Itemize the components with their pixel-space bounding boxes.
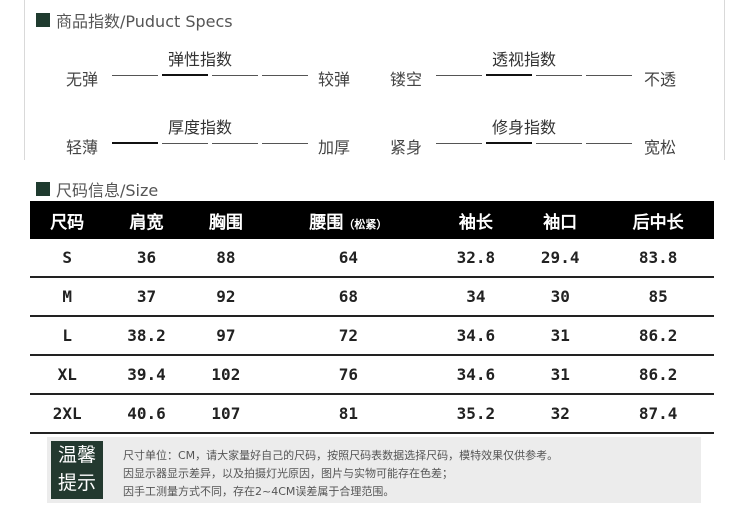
table-cell: 72 xyxy=(263,316,434,356)
scale-right-label: 不透 xyxy=(644,70,677,89)
table-cell: XL xyxy=(30,355,105,395)
table-cell: 102 xyxy=(188,355,264,395)
scale-segment xyxy=(162,143,208,144)
table-cell: S xyxy=(30,239,105,278)
scale-left-label: 紧身 xyxy=(390,138,423,157)
scale-segment xyxy=(536,75,582,76)
header-size: 尺码 xyxy=(30,201,105,239)
specs-section-header: 商品指数/Puduct Specs xyxy=(36,8,233,32)
table-cell: 35.2 xyxy=(433,394,519,434)
scale-segment xyxy=(436,75,482,76)
scale-name: 厚度指数 xyxy=(168,118,233,137)
scale-right-label: 加厚 xyxy=(318,138,351,157)
table-cell: 68 xyxy=(263,277,434,317)
table-cell: 29.4 xyxy=(518,239,603,278)
table-cell: 97 xyxy=(188,316,264,356)
size-table-header-row: 尺码 肩宽 胸围 腰围（松紧） 袖长 袖口 后中长 xyxy=(30,201,714,239)
fit-scale: 修身指数 紧身 宽松 xyxy=(390,114,690,164)
table-cell: 85 xyxy=(602,277,714,317)
table-cell: 31 xyxy=(518,316,603,356)
table-cell: 76 xyxy=(263,355,434,395)
table-cell: 36 xyxy=(104,239,189,278)
table-row: M 37 92 68 34 30 85 xyxy=(30,277,714,317)
scale-left-label: 无弹 xyxy=(66,70,99,89)
table-cell: 40.6 xyxy=(104,394,189,434)
table-row: S 36 88 64 32.8 29.4 83.8 xyxy=(30,239,714,278)
header-cuff: 袖口 xyxy=(518,201,603,239)
table-cell: 32.8 xyxy=(433,239,519,278)
size-section-title: 尺码信息/Size xyxy=(56,181,159,200)
scale-segment xyxy=(586,75,632,76)
scale-right-label: 宽松 xyxy=(644,138,677,157)
table-row: L 38.2 97 72 34.6 31 86.2 xyxy=(30,316,714,356)
table-cell: 64 xyxy=(263,239,434,278)
table-cell: 34.6 xyxy=(433,355,519,395)
scale-segment-active xyxy=(486,74,532,76)
table-cell: 87.4 xyxy=(602,394,714,434)
scale-segment-active xyxy=(486,142,532,144)
table-cell: 34.6 xyxy=(433,316,519,356)
table-cell: 30 xyxy=(518,277,603,317)
tips-line: 尺寸单位：CM，请大家量好自己的尺码，按照尺码表数据选择尺码，模特效果仅供参考。 xyxy=(123,449,559,462)
table-cell: 86.2 xyxy=(602,355,714,395)
section-square-icon xyxy=(36,182,50,196)
tips-badge-line1: 温馨 xyxy=(57,444,96,466)
header-back-length: 后中长 xyxy=(602,201,714,239)
tips-badge-line2: 提示 xyxy=(57,472,96,494)
scale-segment-active xyxy=(162,74,208,76)
header-chest: 胸围 xyxy=(188,201,264,239)
table-cell: 34 xyxy=(433,277,519,317)
table-cell: 83.8 xyxy=(602,239,714,278)
table-cell: 2XL xyxy=(30,394,105,434)
specs-section-title: 商品指数/Puduct Specs xyxy=(56,12,233,31)
table-cell: 37 xyxy=(104,277,189,317)
tips-badge: 温馨 提示 xyxy=(51,441,103,499)
left-border-line xyxy=(24,0,25,160)
scale-name: 修身指数 xyxy=(492,118,557,137)
table-cell: 92 xyxy=(188,277,264,317)
header-sleeve-length: 袖长 xyxy=(433,201,519,239)
size-table: 尺码 肩宽 胸围 腰围（松紧） 袖长 袖口 后中长 S 36 88 64 32.… xyxy=(30,201,714,434)
table-cell: 107 xyxy=(188,394,264,434)
table-cell: L xyxy=(30,316,105,356)
scale-left-label: 轻薄 xyxy=(66,138,99,157)
table-cell: 81 xyxy=(263,394,434,434)
scale-segment xyxy=(262,75,308,76)
table-cell: 32 xyxy=(518,394,603,434)
header-waist-note: （松紧） xyxy=(343,217,388,231)
right-border-line xyxy=(724,0,725,160)
transparency-scale: 透视指数 镂空 不透 xyxy=(390,46,690,96)
scale-segment xyxy=(436,143,482,144)
scale-segment-active xyxy=(112,142,158,144)
tips-box: 温馨 提示 尺寸单位：CM，请大家量好自己的尺码，按照尺码表数据选择尺码，模特效… xyxy=(47,437,701,503)
table-cell: 39.4 xyxy=(104,355,189,395)
scale-segment xyxy=(262,143,308,144)
tips-line: 因手工测量方式不同，存在2~4CM误差属于合理范围。 xyxy=(123,485,395,498)
thickness-scale: 厚度指数 轻薄 加厚 xyxy=(66,114,366,164)
table-cell: 88 xyxy=(188,239,264,278)
scale-name: 弹性指数 xyxy=(168,50,233,69)
scale-segment xyxy=(212,75,258,76)
table-row: XL 39.4 102 76 34.6 31 86.2 xyxy=(30,355,714,395)
scale-segment xyxy=(112,75,158,76)
scale-name: 透视指数 xyxy=(492,50,557,69)
header-waist: 腰围（松紧） xyxy=(263,201,434,239)
scale-right-label: 较弹 xyxy=(318,70,351,89)
size-section-header: 尺码信息/Size xyxy=(36,177,158,201)
table-cell: 86.2 xyxy=(602,316,714,356)
scale-segment xyxy=(212,143,258,144)
tips-line: 因显示器显示差异，以及拍摄灯光原因，图片与实物可能存在色差； xyxy=(123,467,453,480)
scale-left-label: 镂空 xyxy=(390,70,423,89)
elasticity-scale: 弹性指数 无弹 较弹 xyxy=(66,46,366,96)
table-cell: 38.2 xyxy=(104,316,189,356)
table-row: 2XL 40.6 107 81 35.2 32 87.4 xyxy=(30,394,714,434)
table-cell: 31 xyxy=(518,355,603,395)
table-cell: M xyxy=(30,277,105,317)
scale-segment xyxy=(536,143,582,144)
scale-segment xyxy=(586,143,632,144)
header-shoulder: 肩宽 xyxy=(104,201,189,239)
header-waist-label: 腰围 xyxy=(309,212,344,233)
section-square-icon xyxy=(36,13,50,27)
